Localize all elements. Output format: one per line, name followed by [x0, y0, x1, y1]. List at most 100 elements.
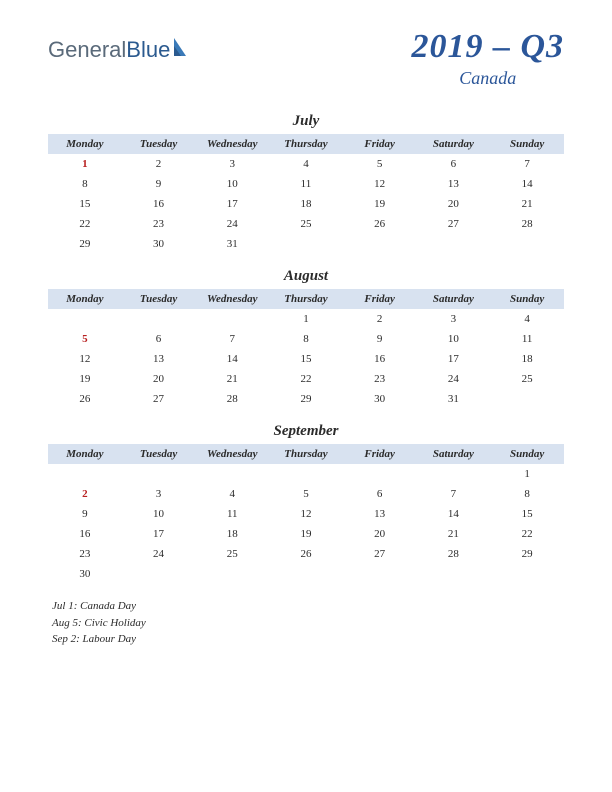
calendar-cell: 4 [269, 154, 343, 174]
weekday-header: Wednesday [195, 134, 269, 154]
weekday-header: Saturday [417, 289, 491, 309]
calendar-cell: 20 [343, 524, 417, 544]
month-name: August [48, 268, 564, 285]
calendar-cell: 21 [490, 194, 564, 214]
calendar-cell: 20 [417, 194, 491, 214]
calendar-cell: 18 [490, 349, 564, 369]
calendar-cell: 9 [48, 504, 122, 524]
weekday-header: Tuesday [122, 134, 196, 154]
calendar-row: 9101112131415 [48, 504, 564, 524]
calendar-row: 19202122232425 [48, 369, 564, 389]
calendar-table: MondayTuesdayWednesdayThursdayFridaySatu… [48, 134, 564, 254]
calendar-cell: 2 [48, 484, 122, 504]
calendar-cell: 26 [269, 544, 343, 564]
holiday-item: Sep 2: Labour Day [52, 631, 564, 648]
calendar-cell: 12 [343, 174, 417, 194]
calendar-cell: 16 [48, 524, 122, 544]
calendar-cell: 1 [490, 464, 564, 484]
calendar-cell: 30 [122, 234, 196, 254]
calendar-cell: 17 [417, 349, 491, 369]
calendar-cell: 6 [417, 154, 491, 174]
weekday-header: Wednesday [195, 289, 269, 309]
calendar-cell [195, 309, 269, 329]
calendar-cell: 22 [490, 524, 564, 544]
calendar-cell: 13 [343, 504, 417, 524]
calendar-cell [417, 564, 491, 584]
calendar-cell: 27 [122, 389, 196, 409]
calendar-cell: 29 [490, 544, 564, 564]
calendar-cell: 1 [48, 154, 122, 174]
calendar-cell: 3 [195, 154, 269, 174]
calendar-row: 891011121314 [48, 174, 564, 194]
logo: GeneralBlue [48, 36, 192, 63]
calendar-cell: 27 [343, 544, 417, 564]
calendar-cell [269, 234, 343, 254]
calendar-cell: 10 [122, 504, 196, 524]
calendar-cell: 15 [48, 194, 122, 214]
logo-sail-icon [172, 36, 192, 63]
calendar-cell: 26 [48, 389, 122, 409]
calendar-row: 1234 [48, 309, 564, 329]
calendar-cell: 25 [490, 369, 564, 389]
calendar-cell: 24 [122, 544, 196, 564]
calendar-cell: 3 [417, 309, 491, 329]
calendar-cell [417, 234, 491, 254]
calendar-row: 293031 [48, 234, 564, 254]
weekday-header: Tuesday [122, 444, 196, 464]
weekday-header: Monday [48, 444, 122, 464]
calendar-cell: 23 [343, 369, 417, 389]
calendar-cell: 31 [417, 389, 491, 409]
logo-text-general: General [48, 37, 126, 63]
weekday-header: Monday [48, 289, 122, 309]
calendar-cell: 28 [417, 544, 491, 564]
weekday-header: Monday [48, 134, 122, 154]
quarter-title: 2019 – Q3 [411, 28, 564, 66]
calendar-row: 23242526272829 [48, 544, 564, 564]
calendar-cell: 8 [490, 484, 564, 504]
calendar-cell: 19 [48, 369, 122, 389]
calendar-cell: 9 [122, 174, 196, 194]
months-container: JulyMondayTuesdayWednesdayThursdayFriday… [48, 113, 564, 584]
weekday-header: Thursday [269, 289, 343, 309]
calendar-cell: 12 [48, 349, 122, 369]
calendar-cell: 25 [269, 214, 343, 234]
calendar-cell: 6 [343, 484, 417, 504]
calendar-cell: 16 [343, 349, 417, 369]
calendar-cell [48, 309, 122, 329]
header: GeneralBlue 2019 – Q3 Canada [48, 28, 564, 89]
calendar-cell [417, 464, 491, 484]
holiday-item: Aug 5: Civic Holiday [52, 615, 564, 632]
calendar-cell: 6 [122, 329, 196, 349]
calendar-cell: 31 [195, 234, 269, 254]
calendar-cell: 2 [122, 154, 196, 174]
calendar-cell: 29 [48, 234, 122, 254]
calendar-cell [490, 389, 564, 409]
calendar-cell: 22 [269, 369, 343, 389]
calendar-cell: 23 [122, 214, 196, 234]
weekday-header: Saturday [417, 444, 491, 464]
calendar-cell: 19 [269, 524, 343, 544]
weekday-header: Friday [343, 444, 417, 464]
month-name: July [48, 113, 564, 130]
calendar-cell: 30 [343, 389, 417, 409]
calendar-cell [122, 464, 196, 484]
calendar-cell [48, 464, 122, 484]
calendar-row: 262728293031 [48, 389, 564, 409]
weekday-header: Tuesday [122, 289, 196, 309]
weekday-header: Friday [343, 289, 417, 309]
calendar-cell: 8 [48, 174, 122, 194]
calendar-cell: 17 [195, 194, 269, 214]
calendar-cell: 28 [195, 389, 269, 409]
calendar-cell: 4 [195, 484, 269, 504]
calendar-cell: 17 [122, 524, 196, 544]
calendar-cell: 21 [417, 524, 491, 544]
holiday-item: Jul 1: Canada Day [52, 598, 564, 615]
holidays-list: Jul 1: Canada DayAug 5: Civic HolidaySep… [52, 598, 564, 648]
calendar-cell: 15 [269, 349, 343, 369]
calendar-row: 1 [48, 464, 564, 484]
calendar-cell: 15 [490, 504, 564, 524]
calendar-cell: 24 [195, 214, 269, 234]
calendar-cell: 28 [490, 214, 564, 234]
calendar-cell: 30 [48, 564, 122, 584]
calendar-row: 2345678 [48, 484, 564, 504]
